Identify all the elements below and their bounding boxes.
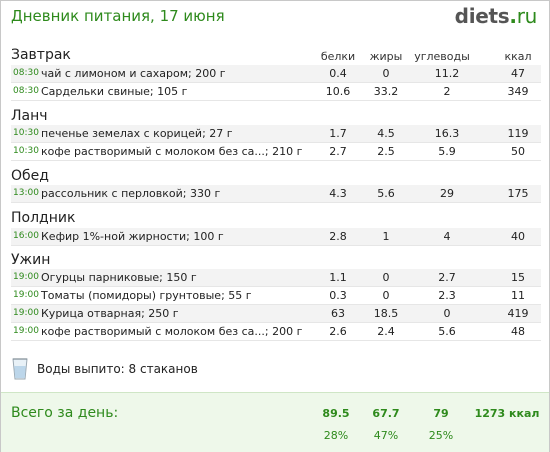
row-fat: 2.5	[377, 145, 395, 158]
meal-heading-supper: Ужин	[11, 252, 51, 268]
row-carbs: 2.7	[438, 271, 456, 284]
row-protein: 2.6	[329, 325, 347, 338]
meal-heading-snack: Полдник	[11, 210, 76, 226]
row-fat: 1	[382, 230, 390, 243]
row-fat: 0	[382, 67, 390, 80]
row-kcal: 50	[511, 145, 525, 158]
row-food: Курица отварная; 250 г	[41, 307, 179, 320]
row-kcal: 349	[507, 85, 529, 98]
row-time: 16:00	[13, 231, 39, 241]
row-protein: 63	[331, 307, 345, 320]
row-kcal: 119	[507, 127, 529, 140]
row-food: печенье земелах с корицей; 27 г	[41, 127, 233, 140]
row-kcal: 11	[511, 289, 525, 302]
row-protein: 2.8	[329, 230, 347, 243]
row-food: Кефир 1%-ной жирности; 100 г	[41, 230, 224, 243]
row-protein: 10.6	[325, 85, 351, 98]
meal-heading-dinner: Обед	[11, 168, 49, 184]
row-carbs: 5.9	[438, 145, 456, 158]
table-row[interactable]: 16:00 Кефир 1%-ной жирности; 100 г 2.8 1…	[11, 228, 541, 246]
row-kcal: 15	[511, 271, 525, 284]
row-fat: 0	[382, 289, 390, 302]
water-glass-icon	[12, 358, 28, 380]
meal-heading-lunch: Ланч	[11, 108, 48, 124]
row-fat: 2.4	[377, 325, 395, 338]
row-time: 19:00	[13, 290, 39, 300]
diets-logo[interactable]: diets.ru	[454, 4, 538, 28]
row-carbs: 5.6	[438, 325, 456, 338]
row-protein: 4.3	[329, 187, 347, 200]
water-count-text: Воды выпито: 8 стаканов	[37, 362, 198, 376]
table-row[interactable]: 10:30 печенье земелах с корицей; 27 г 1.…	[11, 125, 541, 143]
totals-label: Всего за день:	[11, 405, 119, 421]
row-food: Томаты (помидоры) грунтовые; 55 г	[41, 289, 252, 302]
table-row[interactable]: 19:00 Огурцы парниковые; 150 г 1.1 0 2.7…	[11, 269, 541, 287]
row-time: 08:30	[13, 68, 39, 78]
row-kcal: 419	[507, 307, 529, 320]
row-protein: 2.7	[329, 145, 347, 158]
row-protein: 1.1	[329, 271, 347, 284]
logo-tld: ru	[516, 4, 538, 28]
column-header-carbs: углеводы	[414, 50, 470, 63]
row-fat: 4.5	[377, 127, 395, 140]
row-time: 19:00	[13, 326, 39, 336]
table-row[interactable]: 19:00 Курица отварная; 250 г 63 18.5 0 4…	[11, 305, 541, 323]
total-protein: 89.5	[322, 407, 350, 420]
meal-heading-breakfast: Завтрак	[11, 47, 71, 63]
total-kcal: 1273 ккал	[474, 407, 540, 420]
logo-name: diets	[454, 4, 510, 28]
row-kcal: 48	[511, 325, 525, 338]
row-food: чай с лимоном и сахаром; 200 г	[41, 67, 226, 80]
row-time: 08:30	[13, 86, 39, 96]
table-row[interactable]: 13:00 рассольник с перловкой; 330 г 4.3 …	[11, 185, 541, 203]
row-protein: 0.3	[329, 289, 347, 302]
page-title: Дневник питания, 17 июня	[11, 7, 225, 25]
row-food: рассольник с перловкой; 330 г	[41, 187, 221, 200]
row-kcal: 47	[511, 67, 525, 80]
row-carbs: 4	[443, 230, 451, 243]
row-carbs: 0	[443, 307, 451, 320]
row-protein: 0.4	[329, 67, 347, 80]
column-header-fat: жиры	[369, 50, 403, 63]
total-fat: 67.7	[372, 407, 400, 420]
fat-percent: 47%	[373, 429, 399, 442]
row-time: 19:00	[13, 308, 39, 318]
column-header-protein: белки	[320, 50, 356, 63]
table-row[interactable]: 08:30 Сардельки свиные; 105 г 10.6 33.2 …	[11, 83, 541, 101]
daily-totals: Всего за день: 89.5 67.7 79 1273 ккал 28…	[1, 392, 549, 452]
row-carbs: 29	[440, 187, 454, 200]
row-fat: 5.6	[377, 187, 395, 200]
row-kcal: 175	[507, 187, 529, 200]
column-header-kcal: ккал	[504, 50, 532, 63]
row-food: кофе растворимый с молоком без са...; 21…	[41, 145, 303, 158]
row-time: 10:30	[13, 128, 39, 138]
row-carbs: 16.3	[434, 127, 460, 140]
row-time: 19:00	[13, 272, 39, 282]
table-row[interactable]: 08:30 чай с лимоном и сахаром; 200 г 0.4…	[11, 65, 541, 83]
logo-dot: .	[509, 4, 517, 28]
row-protein: 1.7	[329, 127, 347, 140]
row-food: кофе растворимый с молоком без са...; 20…	[41, 325, 303, 338]
row-fat: 33.2	[373, 85, 399, 98]
row-fat: 18.5	[373, 307, 399, 320]
table-row[interactable]: 10:30 кофе растворимый с молоком без са.…	[11, 143, 541, 161]
row-food: Огурцы парниковые; 150 г	[41, 271, 197, 284]
row-carbs: 2.3	[438, 289, 456, 302]
row-carbs: 2	[443, 85, 451, 98]
table-row[interactable]: 19:00 Томаты (помидоры) грунтовые; 55 г …	[11, 287, 541, 305]
header: Дневник питания, 17 июня diets.ru	[1, 1, 549, 35]
table-row[interactable]: 19:00 кофе растворимый с молоком без са.…	[11, 323, 541, 341]
row-time: 10:30	[13, 146, 39, 156]
carbs-percent: 25%	[428, 429, 454, 442]
row-kcal: 40	[511, 230, 525, 243]
row-carbs: 11.2	[434, 67, 460, 80]
row-food: Сардельки свиные; 105 г	[41, 85, 188, 98]
row-time: 13:00	[13, 188, 39, 198]
row-fat: 0	[382, 271, 390, 284]
total-carbs: 79	[433, 407, 449, 420]
protein-percent: 28%	[323, 429, 349, 442]
